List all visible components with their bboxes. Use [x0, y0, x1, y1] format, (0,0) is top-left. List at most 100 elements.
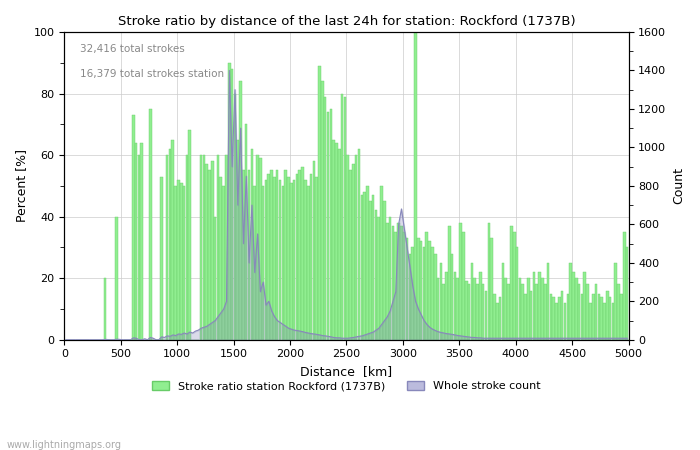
- Bar: [281, 186, 284, 340]
- Bar: [177, 180, 180, 340]
- Bar: [211, 161, 214, 340]
- Title: Stroke ratio by distance of the last 24h for station: Rockford (1737B): Stroke ratio by distance of the last 24h…: [118, 15, 575, 28]
- Bar: [186, 155, 188, 340]
- Bar: [363, 192, 366, 340]
- Bar: [454, 272, 456, 340]
- Bar: [508, 284, 510, 340]
- Bar: [606, 291, 608, 340]
- Bar: [397, 223, 400, 340]
- Bar: [494, 293, 496, 340]
- Bar: [502, 263, 504, 340]
- Bar: [237, 140, 239, 340]
- Bar: [566, 293, 569, 340]
- Bar: [335, 143, 337, 340]
- Bar: [564, 303, 566, 340]
- Bar: [533, 272, 536, 340]
- Bar: [360, 195, 363, 340]
- Bar: [612, 303, 615, 340]
- Bar: [327, 112, 329, 340]
- Bar: [468, 284, 470, 340]
- Bar: [482, 284, 484, 340]
- Bar: [426, 232, 428, 340]
- Bar: [149, 109, 151, 340]
- Bar: [451, 253, 454, 340]
- Bar: [484, 291, 487, 340]
- Bar: [242, 171, 244, 340]
- Bar: [440, 263, 442, 340]
- Bar: [470, 263, 473, 340]
- Bar: [256, 155, 259, 340]
- Bar: [516, 248, 518, 340]
- Bar: [251, 149, 253, 340]
- Bar: [248, 171, 251, 340]
- Bar: [160, 176, 163, 340]
- Bar: [225, 155, 228, 340]
- Bar: [180, 183, 183, 340]
- Y-axis label: Count: Count: [672, 167, 685, 204]
- Bar: [434, 253, 437, 340]
- Bar: [166, 155, 169, 340]
- Bar: [338, 149, 341, 340]
- Bar: [428, 241, 431, 340]
- Bar: [183, 186, 186, 340]
- Bar: [202, 155, 205, 340]
- Bar: [259, 158, 262, 340]
- Bar: [544, 284, 547, 340]
- Bar: [208, 171, 211, 340]
- Bar: [298, 171, 301, 340]
- Bar: [490, 238, 493, 340]
- Bar: [623, 232, 626, 340]
- Bar: [456, 278, 459, 340]
- Bar: [199, 155, 202, 340]
- Bar: [216, 155, 219, 340]
- Bar: [595, 284, 597, 340]
- Bar: [412, 248, 414, 340]
- Bar: [220, 176, 222, 340]
- Bar: [374, 211, 377, 340]
- Text: www.lightningmaps.org: www.lightningmaps.org: [7, 440, 122, 450]
- Bar: [409, 253, 411, 340]
- Bar: [592, 293, 594, 340]
- Bar: [265, 180, 267, 340]
- Bar: [344, 97, 346, 340]
- Bar: [499, 297, 501, 340]
- Bar: [383, 201, 386, 340]
- Bar: [223, 186, 225, 340]
- Bar: [318, 66, 321, 340]
- X-axis label: Distance  [km]: Distance [km]: [300, 365, 393, 378]
- Bar: [510, 226, 512, 340]
- Bar: [603, 303, 606, 340]
- Bar: [505, 278, 507, 340]
- Bar: [414, 32, 416, 340]
- Bar: [349, 171, 352, 340]
- Bar: [541, 278, 544, 340]
- Text: 16,379 total strokes station: 16,379 total strokes station: [80, 69, 224, 79]
- Bar: [442, 284, 445, 340]
- Bar: [141, 143, 143, 340]
- Bar: [496, 303, 498, 340]
- Bar: [420, 241, 422, 340]
- Bar: [580, 293, 583, 340]
- Bar: [304, 180, 307, 340]
- Bar: [290, 183, 293, 340]
- Bar: [572, 272, 575, 340]
- Bar: [267, 174, 270, 340]
- Bar: [346, 155, 349, 340]
- Text: 32,416 total strokes: 32,416 total strokes: [80, 44, 185, 54]
- Bar: [174, 186, 177, 340]
- Bar: [479, 272, 482, 340]
- Bar: [355, 155, 358, 340]
- Bar: [172, 140, 174, 340]
- Bar: [547, 263, 550, 340]
- Bar: [352, 164, 355, 340]
- Bar: [276, 171, 279, 340]
- Bar: [417, 238, 419, 340]
- Bar: [587, 284, 589, 340]
- Bar: [287, 176, 290, 340]
- Bar: [558, 297, 561, 340]
- Bar: [423, 248, 425, 340]
- Bar: [389, 216, 391, 340]
- Bar: [380, 186, 383, 340]
- Bar: [569, 263, 572, 340]
- Bar: [403, 232, 405, 340]
